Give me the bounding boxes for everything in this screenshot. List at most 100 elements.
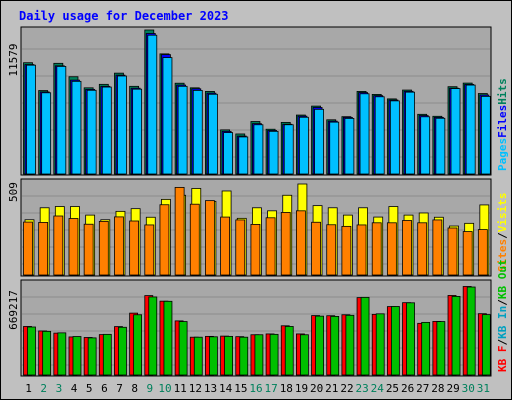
bar-pages-13 [208, 93, 218, 175]
chart-title: Daily usage for December 2023 [19, 9, 229, 23]
bar-pages-12 [192, 90, 203, 175]
bar-pages-25 [389, 100, 400, 175]
legend-entry: Sites [496, 239, 509, 272]
bar-pages-27 [420, 116, 431, 175]
bar-kb-out-18 [284, 326, 294, 376]
x-tick-label-4: 4 [71, 382, 78, 395]
x-tick-label-31: 31 [477, 382, 490, 395]
x-tick-label-24: 24 [371, 382, 385, 395]
bar-kb-out-25 [390, 306, 400, 376]
bar-kb-out-19 [300, 334, 309, 376]
bar-sites-25 [386, 222, 397, 276]
bar-sites-11 [174, 186, 185, 276]
bar-sites-8 [129, 220, 140, 276]
bar-kb-out-5 [87, 337, 97, 376]
bar-sites-17 [265, 217, 276, 276]
bar-sites-20 [311, 221, 321, 276]
bar-kb-out-24 [375, 313, 385, 376]
x-tick-label-11: 11 [174, 382, 187, 395]
y-max-label: 11579 [7, 43, 20, 76]
bar-sites-27 [417, 222, 428, 276]
x-tick-label-5: 5 [86, 382, 93, 395]
bar-kb-out-10 [163, 300, 173, 376]
bar-kb-out-23 [360, 296, 370, 376]
bar-sites-22 [341, 225, 352, 276]
bar-pages-11 [177, 85, 188, 175]
bar-sites-1 [23, 221, 33, 276]
bar-sites-21 [326, 224, 337, 276]
bar-kb-out-17 [269, 333, 279, 376]
bar-sites-16 [250, 224, 261, 276]
bar-kb-out-8 [133, 314, 143, 376]
legend-entry: KB In [496, 306, 509, 339]
bar-pages-20 [314, 108, 324, 175]
legend-kb: KB F/KB In/KB Out [496, 259, 509, 372]
legend-entry: KB F [496, 346, 509, 373]
bar-pages-30 [465, 84, 476, 175]
bar-sites-18 [280, 212, 291, 276]
x-tick-label-7: 7 [116, 382, 123, 395]
chart-panels: 11579PagesFilesHits509Sites/Visits669217… [7, 26, 509, 377]
bar-kb-out-20 [315, 315, 324, 376]
bar-pages-7 [117, 75, 127, 175]
bar-sites-9 [144, 224, 155, 276]
y-max-label: 669217 [7, 290, 20, 330]
x-tick-label-10: 10 [158, 382, 171, 395]
legend-hits-files-pages: PagesFilesHits [496, 78, 509, 171]
legend-entry: Files [496, 105, 509, 138]
bar-kb-out-27 [421, 321, 431, 376]
x-tick-label-13: 13 [204, 382, 217, 395]
x-tick-label-8: 8 [131, 382, 138, 395]
bar-pages-24 [374, 96, 385, 175]
bar-kb-out-16 [254, 334, 264, 376]
bar-kb-out-12 [193, 336, 203, 376]
bar-pages-4 [71, 80, 82, 175]
x-tick-label-25: 25 [386, 382, 399, 395]
bar-pages-17 [268, 130, 279, 175]
legend-entry: / [496, 232, 509, 239]
bar-pages-16 [253, 124, 264, 175]
legend-text: PagesFilesHits [496, 78, 509, 171]
bar-sites-23 [356, 224, 367, 276]
bar-sites-31 [477, 229, 488, 276]
x-tick-label-18: 18 [280, 382, 293, 395]
x-tick-label-28: 28 [431, 382, 444, 395]
x-axis-labels: 1 2 3 4 5 6 7 8 9 10 11 12 13 14 15 16 17 18 19 20 21 22 23 24 2… [25, 382, 490, 395]
bar-pages-21 [329, 121, 340, 175]
legend-entry: / [496, 339, 509, 346]
legend-entry: Visits [496, 193, 509, 233]
bar-sites-14 [220, 216, 230, 276]
bar-sites-26 [402, 220, 412, 276]
bar-pages-10 [162, 57, 173, 175]
bar-kb-out-1 [27, 326, 36, 376]
bar-sites-30 [462, 231, 473, 276]
bar-kb-out-9 [148, 296, 158, 376]
y-max-label: 509 [7, 182, 20, 202]
bar-pages-5 [86, 89, 97, 175]
bar-kb-out-13 [209, 336, 218, 376]
panel-hits-files-pages: 11579 PagesFilesHits [7, 26, 509, 176]
bar-pages-8 [132, 88, 143, 175]
x-tick-label-21: 21 [325, 382, 338, 395]
bar-sites-4 [68, 218, 79, 276]
legend-text: Sites/Visits [496, 193, 509, 273]
bar-sites-5 [83, 223, 94, 276]
bar-sites-29 [447, 227, 458, 276]
x-tick-label-12: 12 [189, 382, 202, 395]
bar-kb-out-7 [118, 326, 127, 376]
legend-text: KB F/KB In/KB Out [496, 259, 509, 372]
bar-sites-19 [296, 210, 306, 276]
x-tick-label-17: 17 [265, 382, 278, 395]
bar-sites-24 [371, 222, 382, 276]
bar-sites-28 [432, 219, 443, 276]
x-tick-label-30: 30 [462, 382, 475, 395]
bar-pages-22 [344, 118, 355, 175]
bar-kb-out-21 [330, 315, 340, 376]
bar-pages-2 [41, 92, 52, 175]
bar-pages-14 [223, 132, 233, 175]
x-tick-label-29: 29 [446, 382, 459, 395]
bar-kb-out-31 [481, 314, 491, 376]
bar-kb-out-22 [345, 314, 355, 376]
